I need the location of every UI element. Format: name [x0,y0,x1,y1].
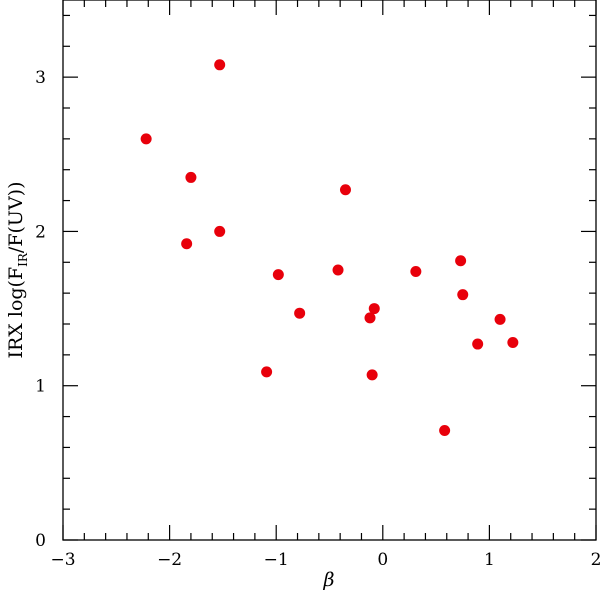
data-point [214,225,226,237]
y-tick-label: 2 [35,222,46,242]
data-point [439,424,451,436]
data-point [261,366,273,378]
data-point [339,184,351,196]
data-point [294,307,306,319]
data-points [140,59,519,436]
y-axis-label-subscript: IR [16,252,30,267]
data-point [181,238,193,250]
y-tick-label: 1 [35,377,46,397]
data-point [368,303,380,315]
data-point [364,312,376,324]
data-point [214,59,226,71]
x-tick-label: 1 [484,550,495,570]
data-point [366,369,378,381]
x-tick-label: −3 [50,550,75,570]
axis-tick-labels: −3 −2 −1 0 1 2 0 1 2 3 [35,68,600,570]
data-point [332,264,344,276]
plot-frame [62,0,597,541]
axis-ticks [62,0,597,541]
data-point [494,313,506,325]
y-axis-label: IRX log(FIR/F(UV)) [5,182,30,359]
data-point [185,171,197,183]
y-tick-label: 3 [35,68,46,88]
data-point [272,269,284,281]
data-point [410,266,422,278]
x-axis-label: β [323,569,335,591]
data-point [507,337,519,349]
x-tick-label: −1 [264,550,289,570]
data-point [140,133,152,145]
y-axis-label-prefix: IRX log(F [5,267,27,359]
y-axis-label-suffix: /F(UV)) [5,182,27,254]
data-point [455,255,467,267]
y-tick-label: 0 [35,531,46,551]
x-tick-label: 0 [377,550,388,570]
data-point [457,289,469,301]
data-point [472,338,484,350]
x-tick-label: −2 [157,550,182,570]
x-tick-label: 2 [591,550,600,570]
